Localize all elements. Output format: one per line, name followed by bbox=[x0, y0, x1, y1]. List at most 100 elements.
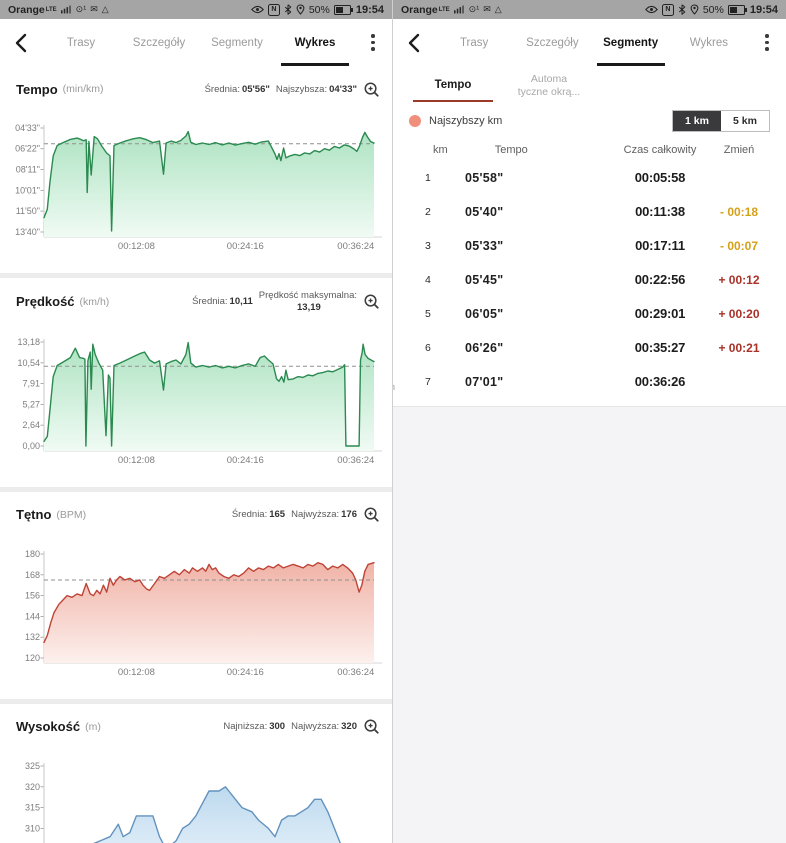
tab-trasy[interactable]: Trasy bbox=[66, 36, 96, 49]
segment-row-2[interactable]: 2 05'40" 00:11:38 - 00:18 bbox=[425, 203, 759, 219]
zoom-icon[interactable] bbox=[363, 293, 380, 310]
segment-row-4[interactable]: 4 05'45" 00:22:56 + 00:12 bbox=[425, 271, 760, 287]
location-icon bbox=[690, 4, 699, 15]
stat-lowest: Najniższa: 300 bbox=[223, 721, 286, 733]
chart-stats: Średnia: 10,11 Prędkość maksymalna: 13,19 bbox=[192, 290, 357, 314]
svg-text:08'11": 08'11" bbox=[16, 164, 40, 174]
chart-stats: Średnia: 05'56" Najszybsza: 04'33" bbox=[205, 84, 357, 95]
eye-comfort-icon bbox=[644, 5, 658, 14]
svg-text:00:24:16: 00:24:16 bbox=[227, 667, 264, 677]
total-time: 00:05:58 bbox=[634, 169, 686, 185]
tab-wykres[interactable]: Wykres bbox=[689, 36, 728, 49]
svg-text:0,00: 0,00 bbox=[22, 441, 40, 451]
tempo-chart-header: Tempo (min/km) Średnia: 05'56" Najszybsza… bbox=[0, 78, 392, 100]
battery-percent: 50% bbox=[308, 3, 330, 16]
svg-text:144: 144 bbox=[25, 611, 40, 621]
back-button[interactable] bbox=[0, 19, 42, 66]
chart-unit: (km/h) bbox=[79, 295, 110, 308]
elevation-chart-plot[interactable]: 32532031531030530000:12:0800:24:1600:36:… bbox=[0, 756, 392, 843]
tab-wykres-active[interactable]: Wykres bbox=[276, 19, 354, 66]
svg-text:120: 120 bbox=[25, 653, 40, 663]
signal-icon bbox=[453, 5, 465, 14]
svg-text:00:36:24: 00:36:24 bbox=[337, 455, 374, 465]
segment-row-7-partial[interactable]: 707'01"<1 km 00:36:26 bbox=[393, 370, 786, 393]
heart-rate-chart-plot[interactable]: 180 168 156 144 132 120 00:12:08 00:24:16 00:36:… bbox=[0, 544, 392, 677]
nfc-icon: N bbox=[267, 3, 280, 16]
svg-text:00:12:08: 00:12:08 bbox=[118, 241, 155, 251]
segment-row-3-fastest[interactable]: 3 05'33" 00:17:11 - 00:07 bbox=[425, 237, 759, 253]
stat-max-speed: Prędkość maksymalna: 13,19 bbox=[258, 290, 357, 313]
overflow-menu-icon[interactable] bbox=[748, 19, 786, 66]
segment-rows: 1 05'58" 00:05:58 2 05'40" 00:11:38 - 00:1… bbox=[393, 160, 786, 404]
volte-icon: △ bbox=[494, 4, 502, 14]
stat-highest: Najwyższa: 176 bbox=[291, 509, 357, 521]
svg-text:11'50": 11'50" bbox=[16, 206, 40, 216]
speed-chart-header: Prędkość (km/h) Średnia: 10,11 Prędkość m… bbox=[0, 290, 392, 314]
stat-average: Średnia: 165 bbox=[231, 509, 286, 521]
change-value: + 00:12 bbox=[718, 272, 760, 287]
bluetooth-icon bbox=[284, 4, 292, 15]
data-circle-icon: ⊙¹ bbox=[75, 4, 87, 14]
distance-toggle: 1 km 5 km bbox=[672, 110, 770, 132]
eye-comfort-icon bbox=[250, 5, 264, 14]
svg-text:04'33": 04'33" bbox=[15, 123, 40, 133]
segment-row-5[interactable]: 5 06'05" 00:29:01 + 00:20 bbox=[425, 305, 760, 321]
back-button[interactable] bbox=[393, 19, 435, 66]
svg-text:180: 180 bbox=[25, 549, 40, 559]
tabs-right: Trasy Szczegóły Segmenty Wykres bbox=[435, 19, 748, 66]
chart-title: Tętno bbox=[16, 507, 52, 523]
mms-icon: ✉ bbox=[90, 4, 98, 14]
toggle-1km[interactable]: 1 km bbox=[673, 111, 721, 131]
segment-row-6[interactable]: 6 06'26" 00:35:27 + 00:21 bbox=[425, 339, 760, 355]
header-change: Zmień bbox=[723, 144, 755, 156]
svg-text:156: 156 bbox=[25, 590, 40, 600]
svg-text:00:24:16: 00:24:16 bbox=[227, 455, 264, 465]
header-total-time: Czas całkowity bbox=[623, 144, 697, 156]
overflow-menu-icon[interactable] bbox=[354, 19, 392, 66]
tab-trasy[interactable]: Trasy bbox=[459, 36, 489, 49]
speed-chart-plot[interactable]: 13,18 10,54 7,91 5,27 2,64 0,00 00:12:08 00:24:… bbox=[0, 332, 392, 465]
svg-text:132: 132 bbox=[25, 632, 40, 642]
segment-row-1[interactable]: 1 05'58" 00:05:58 bbox=[425, 169, 686, 185]
change-value: - 00:07 bbox=[719, 238, 759, 253]
toggle-5km[interactable]: 5 km bbox=[733, 115, 757, 127]
change-value: - 00:18 bbox=[719, 204, 759, 219]
clock: 19:54 bbox=[749, 3, 778, 16]
svg-text:13'40": 13'40" bbox=[15, 227, 40, 237]
svg-text:06'22": 06'22" bbox=[15, 144, 40, 154]
tempo-chart-plot[interactable]: 04'33" 06'22" 08'11" 10'01" 11'50" 13'40" 00:1… bbox=[0, 118, 392, 251]
stat-highest: Najwyższa: 320 bbox=[291, 721, 357, 733]
status-bar-left: Orange LTE ⊙¹ ✉ △ N 50% 19:54 bbox=[0, 0, 392, 19]
tab-szczegoly[interactable]: Szczegóły bbox=[132, 36, 186, 49]
carrier-label: Orange bbox=[8, 3, 45, 16]
tab-segmenty-active[interactable]: Segmenty bbox=[592, 19, 670, 66]
tab-szczegoly[interactable]: Szczegóły bbox=[526, 36, 579, 49]
svg-text:10'01": 10'01" bbox=[15, 185, 40, 195]
legend-and-toggle-row: Najszybszy km 1 km 5 km bbox=[393, 106, 786, 136]
location-icon bbox=[296, 4, 305, 15]
left-screen-wykres: Orange LTE ⊙¹ ✉ △ N 50% 19:54 Trasy Szcze… bbox=[0, 0, 393, 843]
stat-average: Średnia: 05'56" bbox=[204, 83, 270, 95]
chart-title: Prędkość bbox=[16, 294, 75, 310]
svg-text:325: 325 bbox=[25, 761, 40, 771]
zoom-icon[interactable] bbox=[363, 506, 380, 523]
svg-text:315: 315 bbox=[25, 802, 40, 812]
table-header-row: km Tempo Czas całkowity Zmień bbox=[393, 140, 786, 160]
svg-text:310: 310 bbox=[25, 823, 40, 833]
heart-rate-chart-card: Tętno (BPM) Średnia: 165 Najwyższa: 176 18… bbox=[0, 491, 392, 699]
svg-text:5,27: 5,27 bbox=[22, 399, 40, 409]
speed-chart-card: Prędkość (km/h) Średnia: 10,11 Prędkość m… bbox=[0, 278, 392, 487]
zoom-icon[interactable] bbox=[363, 81, 380, 98]
volte-icon: △ bbox=[101, 4, 109, 14]
fastest-km-dot bbox=[409, 115, 421, 127]
subtab-tempo-active[interactable]: Tempo bbox=[411, 66, 495, 106]
battery-percent: 50% bbox=[702, 3, 724, 16]
tab-segmenty[interactable]: Segmenty bbox=[211, 36, 263, 49]
subtab-automatic-laps[interactable]: Automa tyczne okrą... bbox=[517, 73, 581, 98]
total-time: 00:22:56 bbox=[634, 271, 686, 287]
header-km-tempo: km Tempo bbox=[405, 144, 617, 156]
zoom-icon[interactable] bbox=[363, 718, 380, 735]
elevation-chart-card: Wysokość (m) Najniższa: 300 Najwyższa: 320… bbox=[0, 703, 392, 843]
header-tempo: Tempo bbox=[494, 144, 528, 156]
